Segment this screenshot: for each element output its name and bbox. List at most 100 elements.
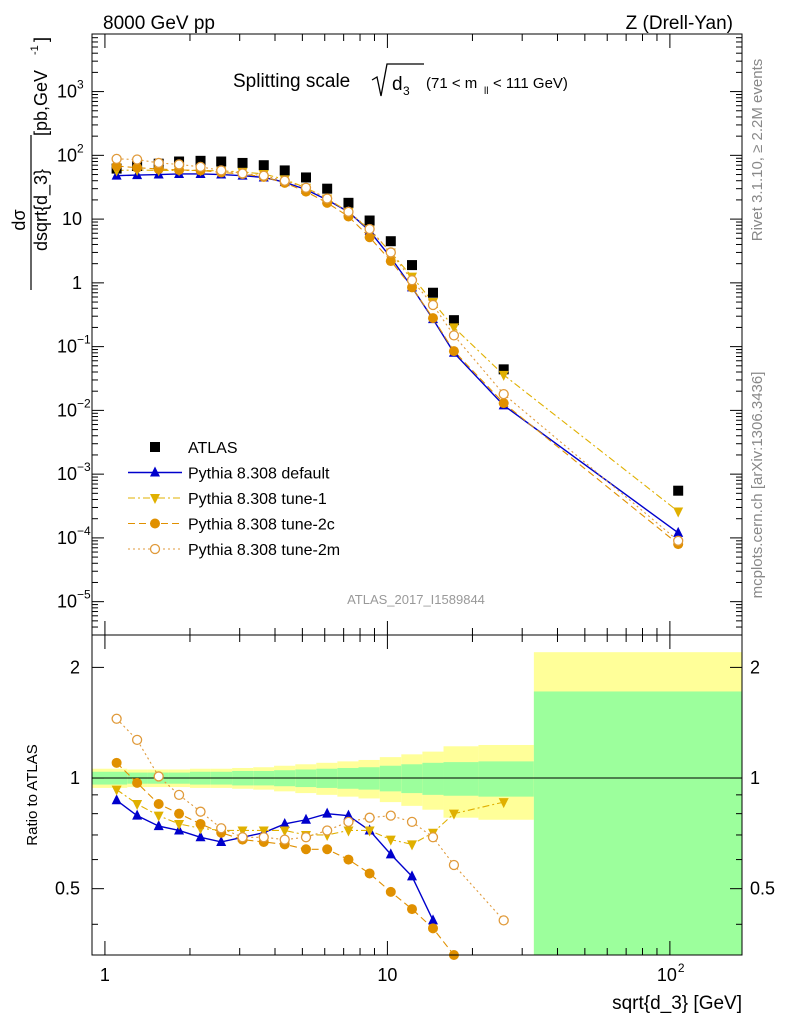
y-tick-label-exponent: −4 <box>77 524 91 538</box>
ratio-marker-tune1 <box>132 799 143 810</box>
ratio-marker-tune2c <box>364 868 375 879</box>
legend-marker-tune1 <box>150 494 160 504</box>
title-variable: d <box>392 74 403 95</box>
main-marker-atlas <box>407 260 418 271</box>
plot-title: Splitting scale d 3 (71 < m ll < 111 GeV… <box>233 63 568 98</box>
ratio-x-axis: 1 10 10 2 <box>91 635 685 985</box>
legend-label-atlas: ATLAS <box>188 440 238 457</box>
main-marker-atlas <box>216 156 227 167</box>
main-marker-atlas <box>300 172 311 183</box>
ratio-marker-tune2m <box>406 816 418 827</box>
ratio-marker-tune1 <box>448 809 459 820</box>
ratio-y-label: Ratio to ATLAS <box>24 744 41 845</box>
main-marker-atlas <box>364 215 375 226</box>
main-marker-tune2c <box>427 313 438 324</box>
ratio-marker-tune1 <box>407 840 418 851</box>
y-tick-label: 10 <box>57 592 77 612</box>
ratio-marker-default <box>111 794 122 805</box>
ratio-y-tick-label: 2 <box>70 657 80 677</box>
ratio-marker-tune2m <box>427 832 439 843</box>
main-marker-default <box>673 526 684 537</box>
y-tick-label: 1 <box>72 273 82 293</box>
ratio-marker-tune1 <box>174 819 185 830</box>
main-marker-tune2m <box>364 223 375 235</box>
ratio-marker-tune2m <box>498 915 509 926</box>
y-tick-label: 10 <box>57 145 77 165</box>
ratio-marker-tune1 <box>111 785 122 796</box>
band-green <box>422 762 444 795</box>
legend: ATLAS Pythia 8.308 default Pythia 8.308 tu… <box>128 440 340 559</box>
main-marker-tune2c <box>132 162 143 173</box>
ratio-marker-tune2m <box>364 812 375 823</box>
rivet-version-label: Rivet 3.1.10, ≥ 2.2M events <box>749 59 766 242</box>
process-label: Z (Drell-Yan) <box>626 13 733 34</box>
ratio-marker-tune2c <box>343 854 354 865</box>
ratio-marker-tune2c <box>385 886 396 897</box>
ratio-y-tick-label-right: 0.5 <box>750 879 775 899</box>
main-marker-atlas <box>343 197 354 208</box>
ratio-marker-tune2m <box>195 806 206 817</box>
main-marker-tune2m <box>173 159 185 170</box>
ratio-marker-default <box>407 870 418 881</box>
main-marker-tune2m <box>300 182 312 193</box>
main-marker-tune2m <box>153 157 164 169</box>
ratio-marker-tune2c <box>153 798 164 809</box>
ratio-marker-default <box>322 807 333 818</box>
y-tick-label-exponent: 2 <box>77 141 84 155</box>
main-marker-atlas <box>279 165 290 176</box>
mcplots-label: mcplots.cern.ch [arXiv:1306.3436] <box>749 372 766 599</box>
y-tick-label: 10 <box>57 82 77 102</box>
main-marker-tune2c <box>111 161 122 172</box>
title-cut-end: < 111 GeV) <box>493 75 568 92</box>
main-marker-tune2m <box>427 299 439 311</box>
ratio-marker-tune2m <box>448 859 460 871</box>
main-marker-atlas <box>258 160 269 171</box>
main-marker-tune2m <box>322 193 333 204</box>
main-y-label: dσ dsqrt{d_3} [pb,GeV -1 ] <box>9 37 52 290</box>
y-tick-label: 10 <box>62 209 82 229</box>
main-marker-tune2c <box>364 232 375 243</box>
ratio-marker-tune1 <box>343 826 354 837</box>
y-tick-label: 10 <box>57 337 77 357</box>
main-marker-tune2m <box>279 175 290 186</box>
ratio-marker-default <box>216 835 227 846</box>
ratio-marker-tune1 <box>279 826 290 837</box>
main-marker-tune1 <box>498 370 509 381</box>
ratio-marker-default <box>427 914 438 925</box>
y-label-unit-end: ] <box>31 37 51 42</box>
main-marker-tune2m <box>448 330 460 341</box>
band-green <box>401 764 423 794</box>
ratio-marker-tune2c <box>111 757 122 768</box>
ratio-marker-tune2c <box>427 923 438 934</box>
ratio-y-tick-label: 1 <box>70 768 80 788</box>
legend-label-tune2m: Pythia 8.308 tune-2m <box>188 542 340 559</box>
main-marker-tune2m <box>498 388 509 400</box>
ratio-y-tick-label-right: 1 <box>750 768 760 788</box>
ratio-marker-tune2m <box>216 823 227 834</box>
ratio-marker-default <box>385 848 396 859</box>
main-marker-atlas <box>195 155 206 166</box>
main-marker-tune2m <box>343 206 354 217</box>
main-marker-tune1 <box>673 507 684 518</box>
main-marker-tune2m <box>258 170 269 181</box>
ratio-marker-tune2m <box>258 832 269 843</box>
main-marker-atlas <box>385 236 396 247</box>
main-marker-tune2m <box>385 247 396 258</box>
y-tick-label: 10 <box>57 464 77 484</box>
ratio-y-tick-label-right: 2 <box>750 657 760 677</box>
ratio-marker-tune1 <box>237 826 248 837</box>
y-label-denominator: dsqrt{d_3} <box>31 169 52 251</box>
title-variable-subscript: 3 <box>403 84 410 98</box>
main-marker-atlas <box>237 157 248 168</box>
main-marker-tune2c <box>448 346 459 357</box>
band-green <box>533 691 742 955</box>
legend-marker-atlas <box>150 442 160 452</box>
main-marker-tune2c <box>407 282 418 293</box>
ratio-marker-tune2m <box>111 713 122 724</box>
ratio-marker-tune2c <box>195 818 206 829</box>
title-main: Splitting scale <box>233 71 350 92</box>
y-label-unit: [pb,GeV <box>31 70 51 136</box>
